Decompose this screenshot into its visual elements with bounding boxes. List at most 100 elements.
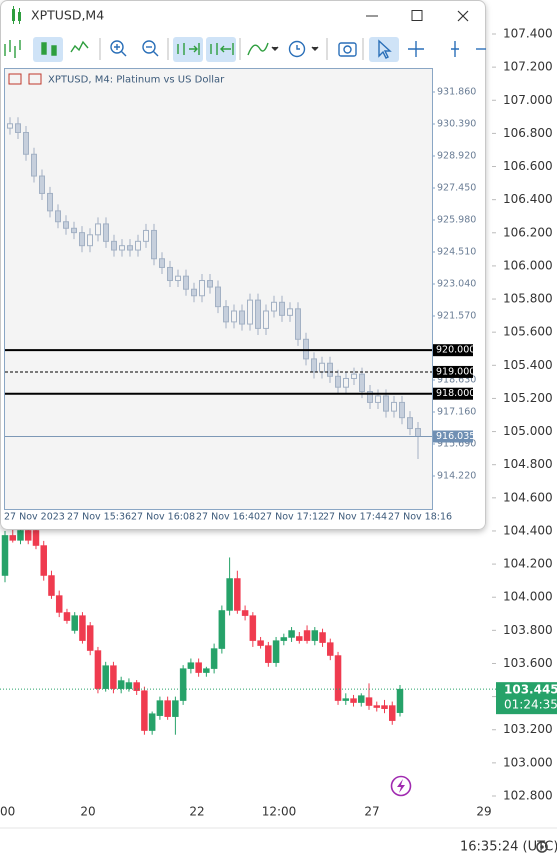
y-tick-label: 103.200	[503, 722, 553, 736]
current-label: 916.035	[436, 431, 475, 442]
shift-button[interactable]	[210, 43, 234, 55]
y-tick-label: 107.400	[503, 27, 553, 41]
candle-body	[247, 299, 253, 325]
candle-body	[135, 240, 141, 251]
candle-body	[399, 401, 405, 419]
cursor-button[interactable]	[378, 39, 392, 59]
candle-body	[125, 682, 133, 689]
candle-body	[71, 615, 78, 631]
x-tick-label: 27 Nov 17:12	[260, 512, 324, 523]
candle-body	[271, 301, 277, 312]
crosshair-button[interactable]	[408, 41, 424, 57]
maximize-button[interactable]	[411, 10, 423, 21]
candle-body	[391, 401, 397, 412]
chart-label: XPTUSD, M4: Platinum vs US Dollar	[8, 73, 225, 86]
candle-body	[17, 530, 24, 541]
y-tick-label: 915.690	[437, 439, 476, 450]
vline-button[interactable]	[451, 41, 459, 57]
y-tick-label: 918.630	[437, 375, 476, 386]
candle-body	[263, 310, 269, 329]
candle-body	[350, 698, 357, 703]
candles-button-bg	[33, 37, 63, 62]
candle-body	[303, 338, 309, 360]
chart-window[interactable]: XPTUSD,M4	[0, 0, 487, 530]
candle-body	[287, 308, 293, 316]
line-button[interactable]	[70, 40, 89, 53]
signal-icon[interactable]	[390, 775, 412, 797]
candle-body	[143, 229, 149, 242]
y-tick-label: 105.000	[503, 424, 553, 438]
candle-body	[86, 625, 94, 651]
candle-body	[265, 645, 272, 663]
y-tick-label: 928.920	[437, 151, 476, 162]
y-tick-label: 102.800	[503, 789, 553, 803]
autoscroll-button[interactable]	[177, 43, 200, 55]
candle-body	[343, 377, 349, 388]
level-label: 920.000	[436, 345, 475, 356]
level-box	[433, 344, 473, 357]
candle-body	[63, 221, 69, 229]
periods-button[interactable]	[288, 40, 306, 58]
candle-body	[358, 695, 365, 703]
candle-body	[303, 630, 311, 641]
zoom-out-button[interactable]	[142, 40, 159, 57]
candle-body	[389, 705, 396, 721]
candle-body	[31, 153, 37, 177]
candle-body	[172, 700, 179, 717]
x-tick-label: 12:00	[262, 805, 297, 819]
x-tick-label: 27 Nov 16:08	[131, 512, 195, 523]
candle-body	[151, 229, 157, 260]
candle-body	[95, 223, 101, 236]
y-tick-label: 103.000	[503, 755, 553, 769]
candle-body	[15, 123, 21, 133]
bars-button[interactable]	[4, 40, 21, 58]
close-button[interactable]	[457, 10, 469, 22]
y-tick-label: 104.200	[503, 557, 553, 571]
level-label: 918.000	[436, 388, 475, 399]
y-tick-label: 107.000	[503, 93, 553, 107]
candle-body	[55, 210, 61, 223]
toolbar	[4, 37, 486, 62]
clock: 16:35:24 (UTC)	[460, 840, 557, 855]
y-tick-label: 104.000	[503, 590, 553, 604]
candle-body	[334, 655, 342, 701]
candle-body	[23, 131, 29, 155]
dropdown[interactable]	[311, 46, 319, 51]
candle-body	[215, 286, 221, 308]
y-tick-label: 103.600	[503, 656, 553, 670]
y-tick-label: 104.800	[503, 457, 553, 471]
candles-button[interactable]	[41, 42, 57, 56]
candle-body	[183, 275, 189, 290]
zoom-in-button[interactable]	[110, 40, 127, 57]
title-bar: XPTUSD,M4	[12, 6, 469, 24]
settings-icon[interactable]	[536, 841, 548, 853]
candle-body	[381, 705, 388, 709]
candle-body	[383, 395, 389, 412]
label-icon	[28, 73, 42, 85]
candle-body	[7, 123, 13, 129]
y-tick-label: 931.860	[437, 87, 476, 98]
x-tick-label: 27	[364, 805, 379, 819]
candle-body	[159, 258, 165, 268]
candle-body	[279, 301, 285, 316]
candle-body	[133, 682, 140, 691]
candle-body	[249, 615, 257, 641]
candle-body	[167, 266, 173, 282]
candle-body	[191, 288, 197, 297]
dropdown[interactable]	[271, 46, 279, 51]
y-tick-label: 927.450	[437, 183, 476, 194]
y-tick-label: 106.800	[503, 126, 553, 140]
candle-body	[32, 530, 40, 546]
candle-body	[117, 680, 125, 689]
candle-body	[119, 245, 125, 251]
indicators-button[interactable]	[247, 42, 269, 56]
x-tick-label: 27 Nov 18:16	[388, 512, 452, 523]
candle-body	[319, 362, 325, 373]
candle-body	[102, 665, 109, 689]
candle-body	[39, 175, 45, 194]
y-tick-label: 106.600	[503, 159, 553, 173]
candle-body	[1, 535, 9, 576]
screenshot-button[interactable]	[338, 42, 357, 57]
